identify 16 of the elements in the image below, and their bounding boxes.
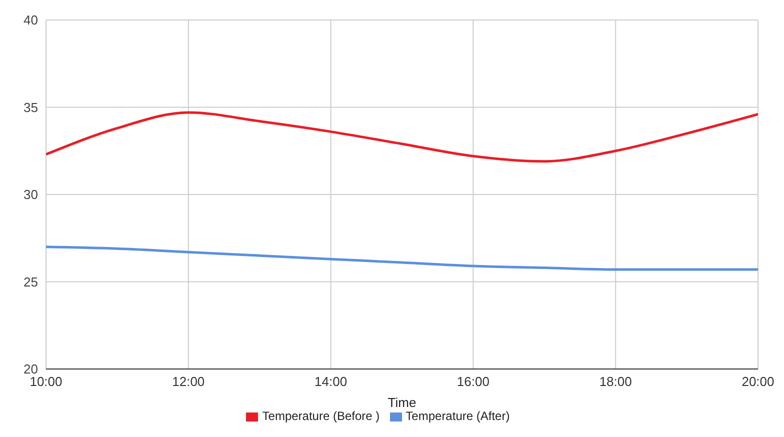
x-tick-label: 16:00 xyxy=(456,374,490,390)
y-tick-label: 35 xyxy=(24,100,38,115)
y-tick-label: 25 xyxy=(24,274,38,290)
legend-label: Temperature (Before ) xyxy=(262,409,380,423)
y-tick-label: 20 xyxy=(24,362,38,377)
line-series xyxy=(46,111,758,163)
line-series xyxy=(46,246,758,271)
y-tick-label: 40 xyxy=(24,12,38,28)
x-tick-label: 14:00 xyxy=(314,374,348,390)
legend-label: Temperature (After) xyxy=(406,409,510,423)
x-tick-label: 20:00 xyxy=(742,374,774,390)
y-tick-label: 30 xyxy=(24,187,38,202)
x-tick-label: 10:00 xyxy=(30,374,62,390)
x-tick-label: 12:00 xyxy=(172,374,205,390)
x-axis-title: Time xyxy=(388,395,416,410)
x-tick-label: 18:00 xyxy=(599,374,632,390)
